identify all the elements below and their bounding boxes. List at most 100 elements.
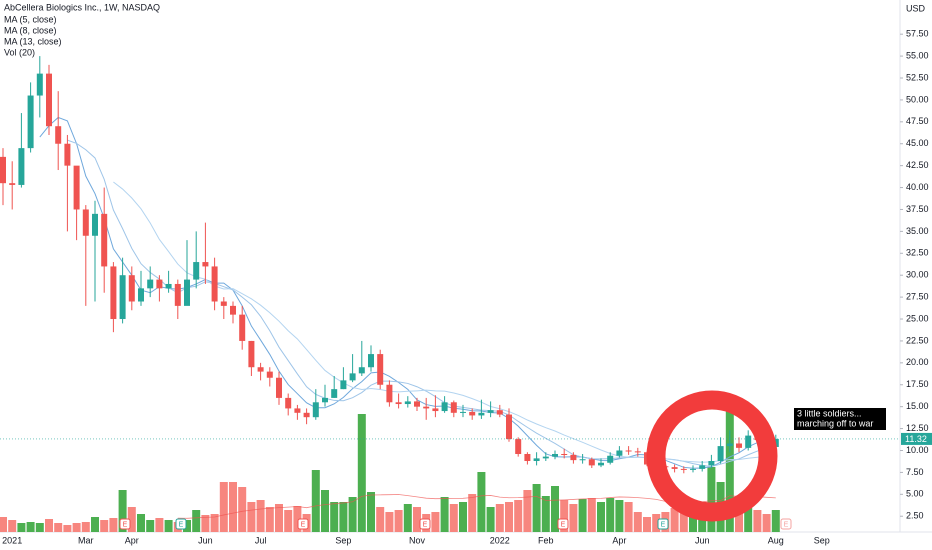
volume-bar — [146, 520, 155, 532]
volume-bar — [330, 502, 339, 532]
volume-bar — [707, 467, 716, 532]
candle-body — [202, 262, 209, 267]
plot-area — [0, 56, 900, 532]
candle-body — [349, 373, 356, 381]
candle-body — [736, 443, 742, 448]
earnings-label: E — [123, 521, 128, 528]
candle-body — [18, 148, 25, 185]
candle-body — [257, 367, 264, 372]
candle-body — [588, 459, 595, 466]
x-tick-label: Jul — [255, 535, 267, 545]
candle-body — [441, 402, 448, 412]
candle-body — [552, 453, 558, 457]
candle-body — [533, 458, 540, 462]
candle-body — [432, 408, 439, 412]
x-tick-label: Mar — [78, 535, 94, 545]
y-tick-label: 10.00 — [906, 445, 929, 455]
volume-bar — [606, 498, 615, 532]
volume-bar — [183, 520, 191, 532]
legend-entry: MA (13, close) — [4, 36, 62, 46]
candle-body — [285, 397, 292, 409]
earnings-label: E — [561, 521, 566, 528]
volume-bar — [238, 487, 247, 532]
volume-bar — [633, 512, 642, 532]
candle-body — [358, 367, 365, 374]
y-tick-label: 7.50 — [906, 467, 924, 477]
x-tick-label: Nov — [409, 535, 426, 545]
candle-body — [579, 459, 586, 461]
y-tick-label: 47.50 — [906, 116, 929, 126]
volume-bar — [597, 502, 605, 532]
volume-bar — [8, 520, 17, 532]
y-tick-label: 52.50 — [906, 72, 929, 82]
volume-bar — [275, 504, 283, 532]
x-tick-label: Jun — [198, 535, 213, 545]
volume-bar — [210, 514, 219, 532]
y-tick-label: 15.00 — [906, 401, 929, 411]
volume-bar — [201, 515, 210, 532]
y-tick-label: 55.00 — [906, 50, 929, 60]
volume-bar — [284, 510, 293, 532]
y-tick-label: 32.50 — [906, 248, 929, 258]
candle-body — [524, 453, 531, 462]
volume-bar — [762, 514, 771, 532]
volume-bar — [551, 486, 559, 532]
candle-body — [414, 401, 420, 407]
volume-bar — [771, 510, 780, 532]
candle-body — [708, 461, 715, 466]
y-tick-label: 17.50 — [906, 379, 929, 389]
candle-body — [690, 468, 696, 470]
volume-bar — [514, 500, 523, 532]
candle-body — [469, 411, 476, 416]
volume-bar — [413, 507, 421, 532]
volume-bar — [109, 518, 118, 532]
candle-body — [322, 397, 328, 403]
candle-body — [138, 288, 144, 302]
earnings-label: E — [423, 521, 428, 528]
candle-body — [73, 165, 80, 210]
candle-body — [211, 266, 218, 302]
earnings-marker — [657, 518, 669, 530]
y-tick-label: 37.50 — [906, 204, 929, 214]
candle-body — [193, 262, 200, 280]
candle-body — [220, 301, 227, 306]
y-tick-label: 42.50 — [906, 160, 929, 170]
volume-bar — [744, 498, 753, 532]
candle-body — [248, 340, 255, 368]
candle-body — [450, 402, 457, 413]
candle-body — [634, 451, 641, 453]
candle-body — [156, 279, 163, 289]
candle-body — [570, 454, 577, 461]
volume-bar — [100, 520, 109, 532]
volume-bar — [81, 522, 90, 532]
volume-bar — [265, 507, 274, 532]
candle-body — [506, 414, 512, 440]
candle-body — [368, 354, 374, 368]
earnings-markers: E E E E E E E — [119, 518, 792, 530]
volume-bar — [137, 514, 145, 532]
last-price-tag — [901, 432, 932, 445]
candle-body — [36, 73, 43, 96]
volume-bar — [440, 497, 449, 532]
candle-body — [184, 279, 190, 306]
volume-bar — [54, 523, 63, 532]
x-tick-label: Sep — [814, 535, 830, 545]
candle-body — [377, 354, 384, 385]
volume-bar — [72, 523, 81, 532]
candle-body — [239, 314, 246, 341]
candle-body — [726, 443, 733, 447]
legend-entry: MA (5, close) — [4, 14, 57, 24]
volume-bar — [127, 507, 136, 532]
candle-body — [404, 401, 411, 405]
volume-bar — [541, 496, 550, 532]
x-tick-label: Feb — [538, 535, 554, 545]
candle-body — [0, 156, 6, 184]
volume-bar — [91, 517, 99, 532]
candle-body — [680, 468, 687, 470]
highlight-ring — [646, 390, 778, 522]
volume-bar — [624, 502, 633, 532]
candle-body — [266, 371, 273, 378]
volume-bar — [486, 507, 495, 532]
candle-body — [487, 410, 494, 413]
